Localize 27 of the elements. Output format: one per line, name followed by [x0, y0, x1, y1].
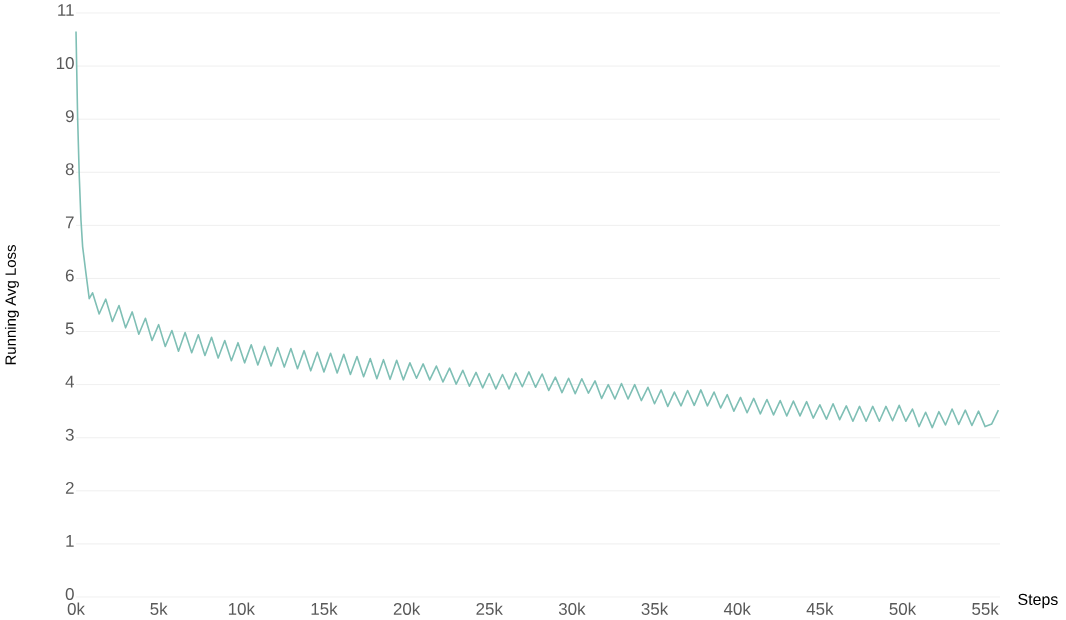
x-tick-label: 10k [228, 602, 255, 615]
x-tick-label: 25k [476, 602, 503, 615]
x-tick-label: 20k [393, 602, 421, 615]
y-tick-label: 6 [65, 269, 74, 282]
x-tick-label: 30k [558, 602, 586, 615]
x-tick-label: 35k [641, 602, 669, 615]
y-tick-label: 0 [65, 587, 74, 600]
y-tick-label: 11 [58, 4, 74, 16]
x-tick-label: 45k [806, 602, 834, 615]
x-tick-label: 0k [67, 602, 85, 615]
y-tick-label: 1 [66, 535, 74, 547]
y-tick-label: 4 [65, 375, 74, 388]
x-tick-label: 15k [311, 602, 338, 615]
x-axis-title: Steps [1018, 593, 1058, 609]
x-tick-label: 40k [723, 602, 751, 615]
y-tick-label: 7 [65, 216, 74, 229]
y-tick-label: 3 [65, 428, 74, 441]
y-tick-label: 8 [65, 163, 74, 176]
y-tick-label: 10 [56, 57, 74, 70]
x-tick-label: 55k [972, 602, 999, 615]
x-tick-label: 5k [150, 602, 168, 615]
y-axis-title: Running Avg Loss [4, 245, 19, 365]
line-series [75, 30, 1000, 429]
x-tick-label: 50k [889, 602, 917, 615]
y-tick-label: 5 [65, 322, 74, 335]
y-tick-label: 9 [65, 110, 74, 123]
y-tick-label: 2 [65, 481, 74, 494]
